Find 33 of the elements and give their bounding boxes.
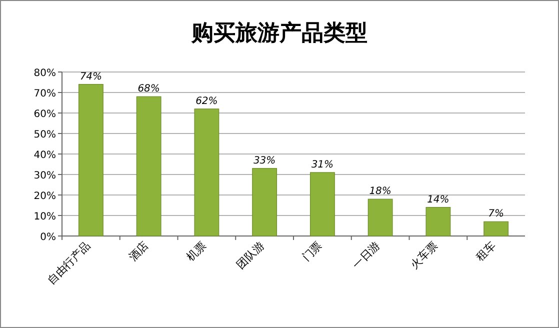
y-tick-label: 30%: [34, 170, 56, 182]
y-tick-label: 80%: [34, 68, 56, 79]
data-label: 31%: [311, 159, 334, 170]
y-tick-label: 60%: [34, 109, 56, 120]
bar: [368, 198, 393, 236]
y-tick-label: 10%: [34, 212, 56, 222]
bar: [136, 96, 162, 236]
x-tick-label: 门票: [300, 238, 325, 264]
bar: [194, 108, 220, 236]
bar: [484, 221, 509, 236]
data-label: 68%: [138, 84, 160, 95]
data-label: 14%: [427, 194, 450, 206]
data-label: 7%: [488, 208, 504, 220]
y-tick-label: 40%: [34, 150, 56, 161]
bar: [252, 168, 278, 236]
y-tick-label: 50%: [34, 130, 56, 140]
x-tick-label: 火车票: [408, 238, 440, 272]
x-tick-label: 一日游: [350, 238, 382, 272]
data-label: 74%: [80, 71, 102, 82]
x-tick-label: 酒店: [126, 238, 151, 264]
y-tick-label: 20%: [34, 191, 56, 202]
data-label: 33%: [253, 155, 276, 166]
y-tick-label: 70%: [34, 88, 56, 100]
data-label: 62%: [196, 96, 218, 107]
x-tick-label: 机票: [184, 238, 209, 264]
x-tick-label: 团队游: [234, 238, 267, 272]
x-tick-label: 租车: [473, 238, 498, 264]
bar: [78, 84, 104, 236]
chart-title: 购买旅游产品类型: [190, 20, 368, 46]
data-label: 18%: [369, 186, 392, 198]
y-tick-label: 0%: [40, 232, 56, 243]
bar: [310, 172, 335, 236]
bar: [426, 207, 451, 236]
